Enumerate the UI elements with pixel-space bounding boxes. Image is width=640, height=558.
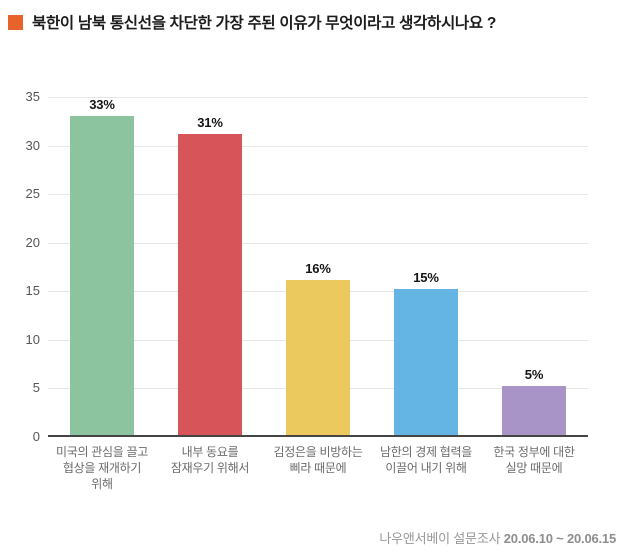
survey-period: 20.06.10 ~ 20.06.15 [503,531,616,546]
y-tick-label: 0 [32,429,40,444]
source-footer: 나우앤서베이 설문조사 20.06.10 ~ 20.06.15 [379,528,616,547]
bar [502,386,566,435]
x-tick-label: 남한의 경제 협력을 이끌어 내기 위해 [380,445,472,475]
chart-title-row: 북한이 남북 통신선을 차단한 가장 주된 이유가 무엇이라고 생각하시나요 ? [8,11,496,33]
bar-value-label: 15% [413,270,439,286]
bar-column: 33% [48,97,156,435]
x-tick-label: 한국 정부에 대한 실망 때문에 [493,445,575,475]
y-tick-label: 15 [25,283,40,299]
bar-column: 15% [372,97,480,435]
gridline [48,97,588,98]
y-tick-label: 35 [25,89,40,104]
bar-value-label: 33% [89,97,115,112]
bar-column: 5% [480,97,588,435]
bar-column: 31% [156,97,264,435]
y-tick-label: 20 [25,234,40,250]
y-axis: 0 5 10 15 20 25 30 35 [0,0,40,558]
gridline [48,145,588,147]
bar [70,116,134,435]
bars-row: 33% 31% 16% 15% 5% [48,97,588,435]
bar-column: 16% [264,97,372,435]
x-tick-label: 김정은을 비방하는 삐라 때문에 [273,445,363,475]
gridline [48,194,588,196]
bar [286,279,350,435]
x-axis: 미국의 관심을 끌고 협상을 재개하기 위해 내부 동요를 잠재우기 위해서 김정은… [48,445,588,492]
gridline [48,242,588,244]
y-tick-label: 30 [25,137,40,153]
bar-value-label: 16% [305,260,331,276]
y-tick-label: 5 [32,380,40,396]
x-tick-label: 미국의 관심을 끌고 협상을 재개하기 위해 [56,445,148,491]
chart-title: 북한이 남북 통신선을 차단한 가장 주된 이유가 무엇이라고 생각하시나요 ? [32,15,497,32]
x-tick-label: 내부 동요를 잠재우기 위해서 [170,445,250,475]
source-label: 나우앤서베이 설문조사 [379,531,501,546]
y-tick-label: 10 [25,331,40,347]
bar [394,289,458,435]
bar [178,133,242,435]
bar-value-label: 5% [524,367,544,383]
bar-value-label: 31% [197,114,223,130]
y-tick-label: 25 [25,186,40,202]
plot-area: 33% 31% 16% 15% 5% [48,97,588,437]
title-bullet-icon [8,15,23,30]
